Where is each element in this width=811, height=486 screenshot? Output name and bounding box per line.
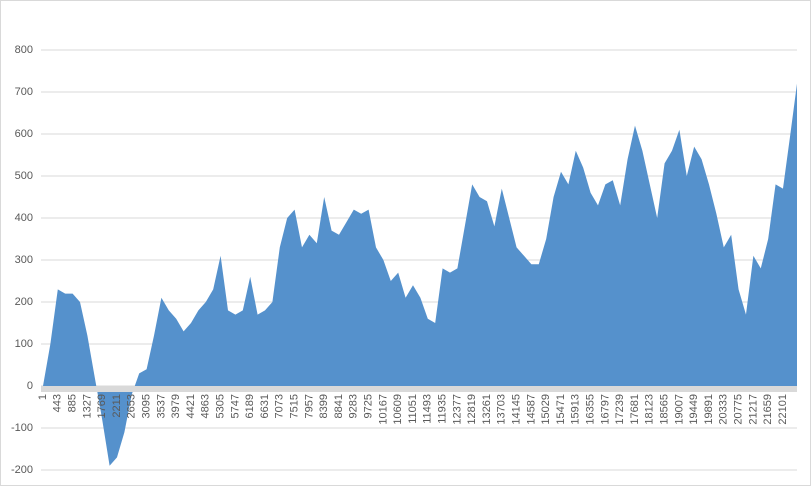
x-tick-label: 15029	[540, 394, 552, 425]
x-tick-label: 7073	[274, 394, 286, 418]
x-tick-label: 1769	[96, 394, 108, 418]
x-tick-label: 5747	[229, 394, 241, 418]
x-tick-label: 17239	[614, 394, 626, 425]
x-tick-label: 8841	[333, 394, 345, 418]
x-tick-label: 5305	[214, 394, 226, 418]
x-tick-label: 20775	[732, 394, 744, 425]
x-tick-label: 13703	[496, 394, 508, 425]
x-tick-label: 8399	[318, 394, 330, 418]
x-tick-label: 4863	[200, 394, 212, 418]
x-tick-label: 3979	[170, 394, 182, 418]
y-tick-label: 800	[15, 44, 33, 56]
x-tick-label: 15913	[570, 394, 582, 425]
x-tick-label: 12377	[451, 394, 463, 425]
x-tick-label: 10609	[392, 394, 404, 425]
x-tick-label: 17681	[629, 394, 641, 425]
x-tick-label: 7515	[288, 394, 300, 418]
area	[43, 83, 797, 466]
x-tick-label: 1327	[81, 394, 93, 418]
axes: -200 -100 0 100 200 300 400 500 600 700 800 1 443 885…	[11, 44, 797, 476]
y-tick-label: -200	[11, 464, 33, 476]
y-tick-label: -100	[11, 422, 33, 434]
plot	[43, 83, 797, 466]
x-tick-label: 6189	[244, 394, 256, 418]
y-tick-label: 400	[15, 212, 33, 224]
x-tick-label: 3095	[141, 394, 153, 418]
x-tick-label: 15471	[555, 394, 567, 425]
x-tick-label: 14145	[510, 394, 522, 425]
x-tick-label: 12819	[466, 394, 478, 425]
x-tick-label: 14587	[525, 394, 537, 425]
x-tick-label: 9283	[348, 394, 360, 418]
x-tick-label: 7957	[303, 394, 315, 418]
x-tick-label: 18123	[644, 394, 656, 425]
x-tick-label: 16355	[584, 394, 596, 425]
x-tick-label: 16797	[599, 394, 611, 425]
x-tick-label: 6631	[259, 394, 271, 418]
x-tick-label: 20333	[718, 394, 730, 425]
x-tick-label: 443	[52, 394, 64, 412]
y-tick-label: 500	[15, 170, 33, 182]
x-tick-label: 19007	[673, 394, 685, 425]
y-tick-label: 0	[27, 380, 33, 392]
x-tick-label: 10167	[377, 394, 389, 425]
x-tick-label: 1	[37, 394, 49, 400]
x-tick-label: 11051	[407, 394, 419, 424]
x-tick-label: 18565	[658, 394, 670, 425]
x-tick-label: 19449	[688, 394, 700, 425]
y-tick-label: 200	[15, 296, 33, 308]
x-axis-band	[41, 386, 797, 392]
x-tick-label: 19891	[703, 394, 715, 425]
x-tick-label: 21217	[747, 394, 759, 425]
x-tick-label: 21659	[762, 394, 774, 425]
x-tick-label: 3537	[155, 394, 167, 418]
y-tick-label: 100	[15, 338, 33, 350]
x-tick-label: 9725	[362, 394, 374, 418]
x-tick-label: 11493	[422, 394, 434, 424]
x-tick-label: 4421	[185, 394, 197, 418]
x-tick-label: 2653	[126, 394, 138, 418]
x-tick-label: 885	[67, 394, 79, 412]
y-tick-label: 700	[15, 86, 33, 98]
x-tick-label: 22101	[777, 394, 789, 425]
y-tick-label: 600	[15, 128, 33, 140]
x-tick-label: 13261	[481, 394, 493, 425]
x-tick-label: 11935	[436, 394, 448, 424]
x-tick-label: 2211	[111, 394, 123, 418]
y-tick-label: 300	[15, 254, 33, 266]
